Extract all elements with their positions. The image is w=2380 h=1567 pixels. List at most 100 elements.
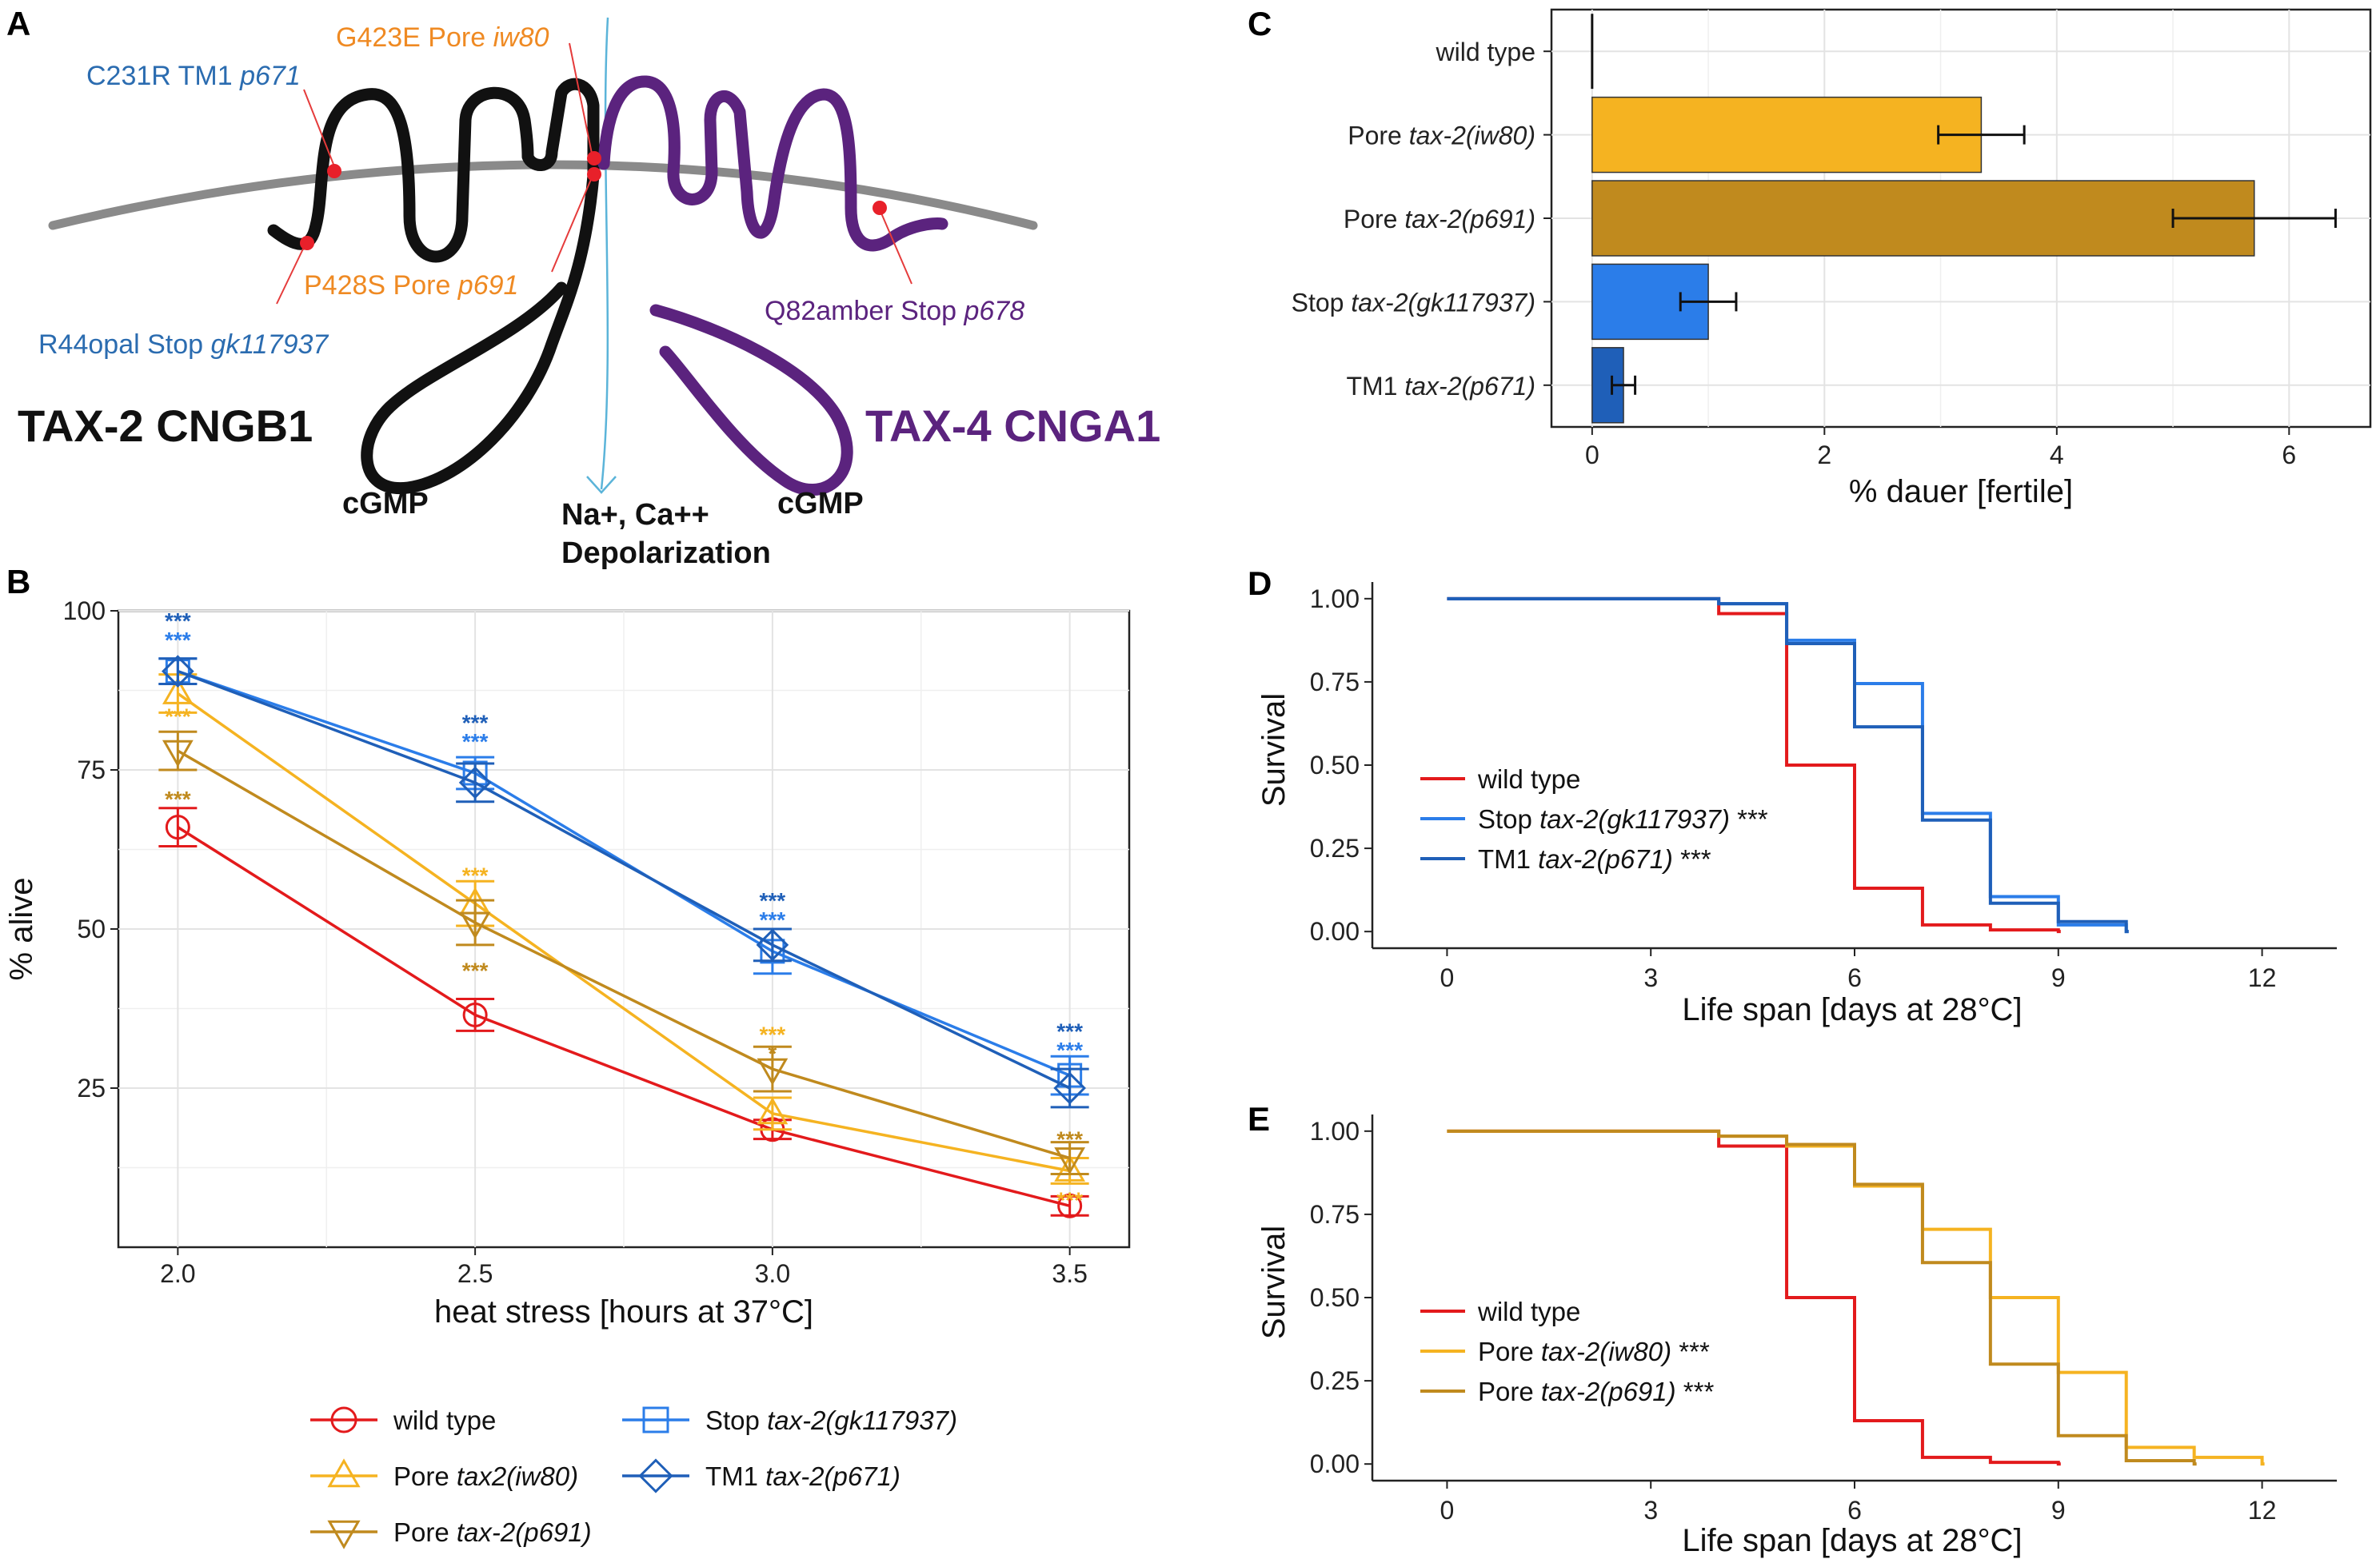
panel-b-star-p671: ***: [462, 710, 489, 735]
ytick-label: 0.25: [1310, 1366, 1360, 1395]
panel-d-xlabel: Life span [days at 28°C]: [1682, 992, 2022, 1027]
q82-label: Q82amber Stop p678: [765, 296, 1024, 326]
panel-c-category-iw80-ital: tax-2(iw80): [1409, 122, 1535, 150]
panel-a: A C231R TM1 p671 G423E Pore iw80 P428S P…: [6, 5, 1160, 570]
ytick-label: 0.00: [1310, 917, 1360, 946]
legend-label-gk-stars: ***: [1730, 804, 1768, 834]
panel-b-point-p671: [162, 655, 194, 688]
legend-label-p691-stars: ***: [1676, 1377, 1715, 1406]
panel-e-plot: 0 3 6 9 12 0.00 0.25 0.50 0.75 1.00 wild type Pore …: [1310, 1114, 2337, 1525]
panel-b-point-p691: [1054, 1147, 1086, 1175]
ytick-label: 0.25: [1310, 834, 1360, 863]
panel-b-point-wt: [1057, 1193, 1083, 1218]
panel-b-star-p671: ***: [760, 888, 786, 913]
legend-label-iw80: Pore tax-2(iw80) ***: [1478, 1337, 1710, 1366]
panel-c-xtick-label: 4: [2050, 441, 2064, 469]
q82-site-dot: [873, 201, 887, 215]
legend-label-gk-ital: tax-2(gk117937): [1539, 804, 1730, 834]
ytick-label: 0.75: [1310, 1200, 1360, 1229]
ion-arrow-head: [586, 476, 617, 494]
panel-b-ticks: 2.0 2.5 3.0 3.5 25 50 75 100: [63, 596, 1088, 1288]
panel-e-ylabel: Survival: [1256, 1226, 1292, 1339]
ytick-label: 0.00: [1310, 1449, 1360, 1478]
panel-b-xtick-label: 3.5: [1052, 1259, 1087, 1288]
xtick-label: 6: [1847, 963, 1862, 992]
panel-b-ytick-label: 25: [77, 1074, 106, 1102]
panel-b-point-p691: [459, 911, 491, 939]
panel-b-point-wt: [462, 1002, 488, 1027]
panel-b-xtick-label: 2.5: [457, 1259, 493, 1288]
panel-b-point-p671: [458, 766, 492, 799]
g423e-site-dot: [587, 151, 601, 165]
p428s-label: P428S Pore p691: [304, 270, 518, 301]
panel-b-ytick-label: 50: [77, 915, 106, 943]
panel-b-point-p671: [756, 928, 789, 962]
panel-c-category-gk-ital: tax-2(gk117937): [1351, 288, 1535, 317]
panel-b-point-p671: [1053, 1071, 1086, 1105]
legend-label-p671-stars: ***: [1673, 844, 1711, 874]
ion-flow-arrow: [600, 17, 609, 490]
panel-b-point-wt: [165, 815, 190, 840]
legend-label-p671-plain: TM1: [1478, 844, 1538, 874]
legend-label-p671: TM1 tax-2(p671) ***: [1478, 844, 1711, 874]
g423e-label: G423E Pore iw80: [336, 22, 549, 53]
p428s-site-dot: [587, 167, 601, 181]
cgmp-left-label: cGMP: [342, 487, 429, 520]
panel-b-star-gk: ***: [462, 729, 489, 754]
panel-e-xlabel: Life span [days at 28°C]: [1682, 1523, 2022, 1558]
depolarization-label: Depolarization: [561, 536, 771, 570]
xtick-label: 3: [1643, 963, 1658, 992]
panel-b-star-gk: ***: [165, 628, 191, 652]
panel-b-star-p691: ***: [165, 787, 191, 811]
legend-label-p691: Pore tax-2(p691) ***: [1478, 1377, 1714, 1406]
panel-b-star-iw80: ***: [462, 863, 489, 887]
panel-b-star-gk: ***: [1056, 1038, 1083, 1063]
r44-label: R44opal Stop gk117937: [38, 329, 329, 360]
panel-b-ytick-label: 100: [63, 596, 106, 625]
tax2-title: TAX-2 CNGB1: [18, 401, 313, 451]
panel-b-series: [158, 655, 1089, 1218]
xtick-label: 12: [2248, 1496, 2277, 1525]
q82-pointer-line: [879, 209, 912, 285]
membrane-line: [48, 160, 1038, 230]
cgmp-right-label: cGMP: [777, 487, 864, 520]
legend-label-p691-plain: Pore: [393, 1517, 457, 1547]
legend-label-wt: wild type: [1477, 1297, 1580, 1326]
legend-label-gk: Stop tax-2(gk117937) ***: [1478, 804, 1768, 834]
p428s-pointer-line: [551, 177, 593, 273]
panel-b-star-p671: ***: [1056, 1019, 1083, 1043]
legend-label-iw80-stars: ***: [1671, 1337, 1710, 1366]
panel-c-category-p691: Pore tax-2(p691): [1344, 205, 1535, 233]
legend-label-p691-ital: tax-2(p691): [457, 1517, 592, 1547]
ytick-label: 0.75: [1310, 668, 1360, 696]
survival-curve-wt: [1447, 1129, 2061, 1466]
panel-b-xlabel: heat stress [hours at 37°C]: [434, 1294, 813, 1330]
panel-c-ticks: 0 2 4 6: [1585, 427, 2296, 469]
panel-c-category-p691-ital: tax-2(p691): [1404, 205, 1535, 233]
panel-c-category-gk: Stop tax-2(gk117937): [1292, 288, 1535, 317]
panel-b-star-p691: ***: [1056, 1127, 1083, 1152]
panel-c-category-p671-plain: TM1: [1346, 372, 1404, 401]
panel-c-category-p671-ital: tax-2(p671): [1404, 372, 1535, 401]
xtick-label: 12: [2248, 963, 2277, 992]
legend-label-iw80-plain: Pore: [1478, 1337, 1541, 1366]
panel-c-xtick-label: 0: [1585, 441, 1599, 469]
panel-d-plot: 0 3 6 9 12 0.00 0.25 0.50 0.75 1.00 wild type Stop …: [1310, 582, 2337, 992]
panel-c-category-iw80-plain: Pore: [1348, 122, 1408, 150]
xtick-label: 0: [1440, 963, 1455, 992]
legend-label-wt-plain: wild type: [1477, 1297, 1580, 1326]
xtick-label: 0: [1440, 1496, 1455, 1525]
panel-c-bar-iw80: [1591, 96, 1983, 173]
panel-d-label: D: [1248, 564, 1272, 602]
tax4-title: TAX-4 CNGA1: [865, 401, 1160, 451]
legend-label-iw80: Pore tax2(iw80): [393, 1461, 578, 1491]
panel-b-ylabel: % alive: [4, 878, 39, 981]
r44-site-dot: [300, 236, 314, 250]
panel-b-star-iw80: ***: [760, 1022, 786, 1047]
ion-label: Na+, Ca++: [561, 498, 709, 532]
panel-b-point-iw80: [757, 1097, 789, 1125]
panel-b-line-wt: [177, 826, 1071, 1207]
